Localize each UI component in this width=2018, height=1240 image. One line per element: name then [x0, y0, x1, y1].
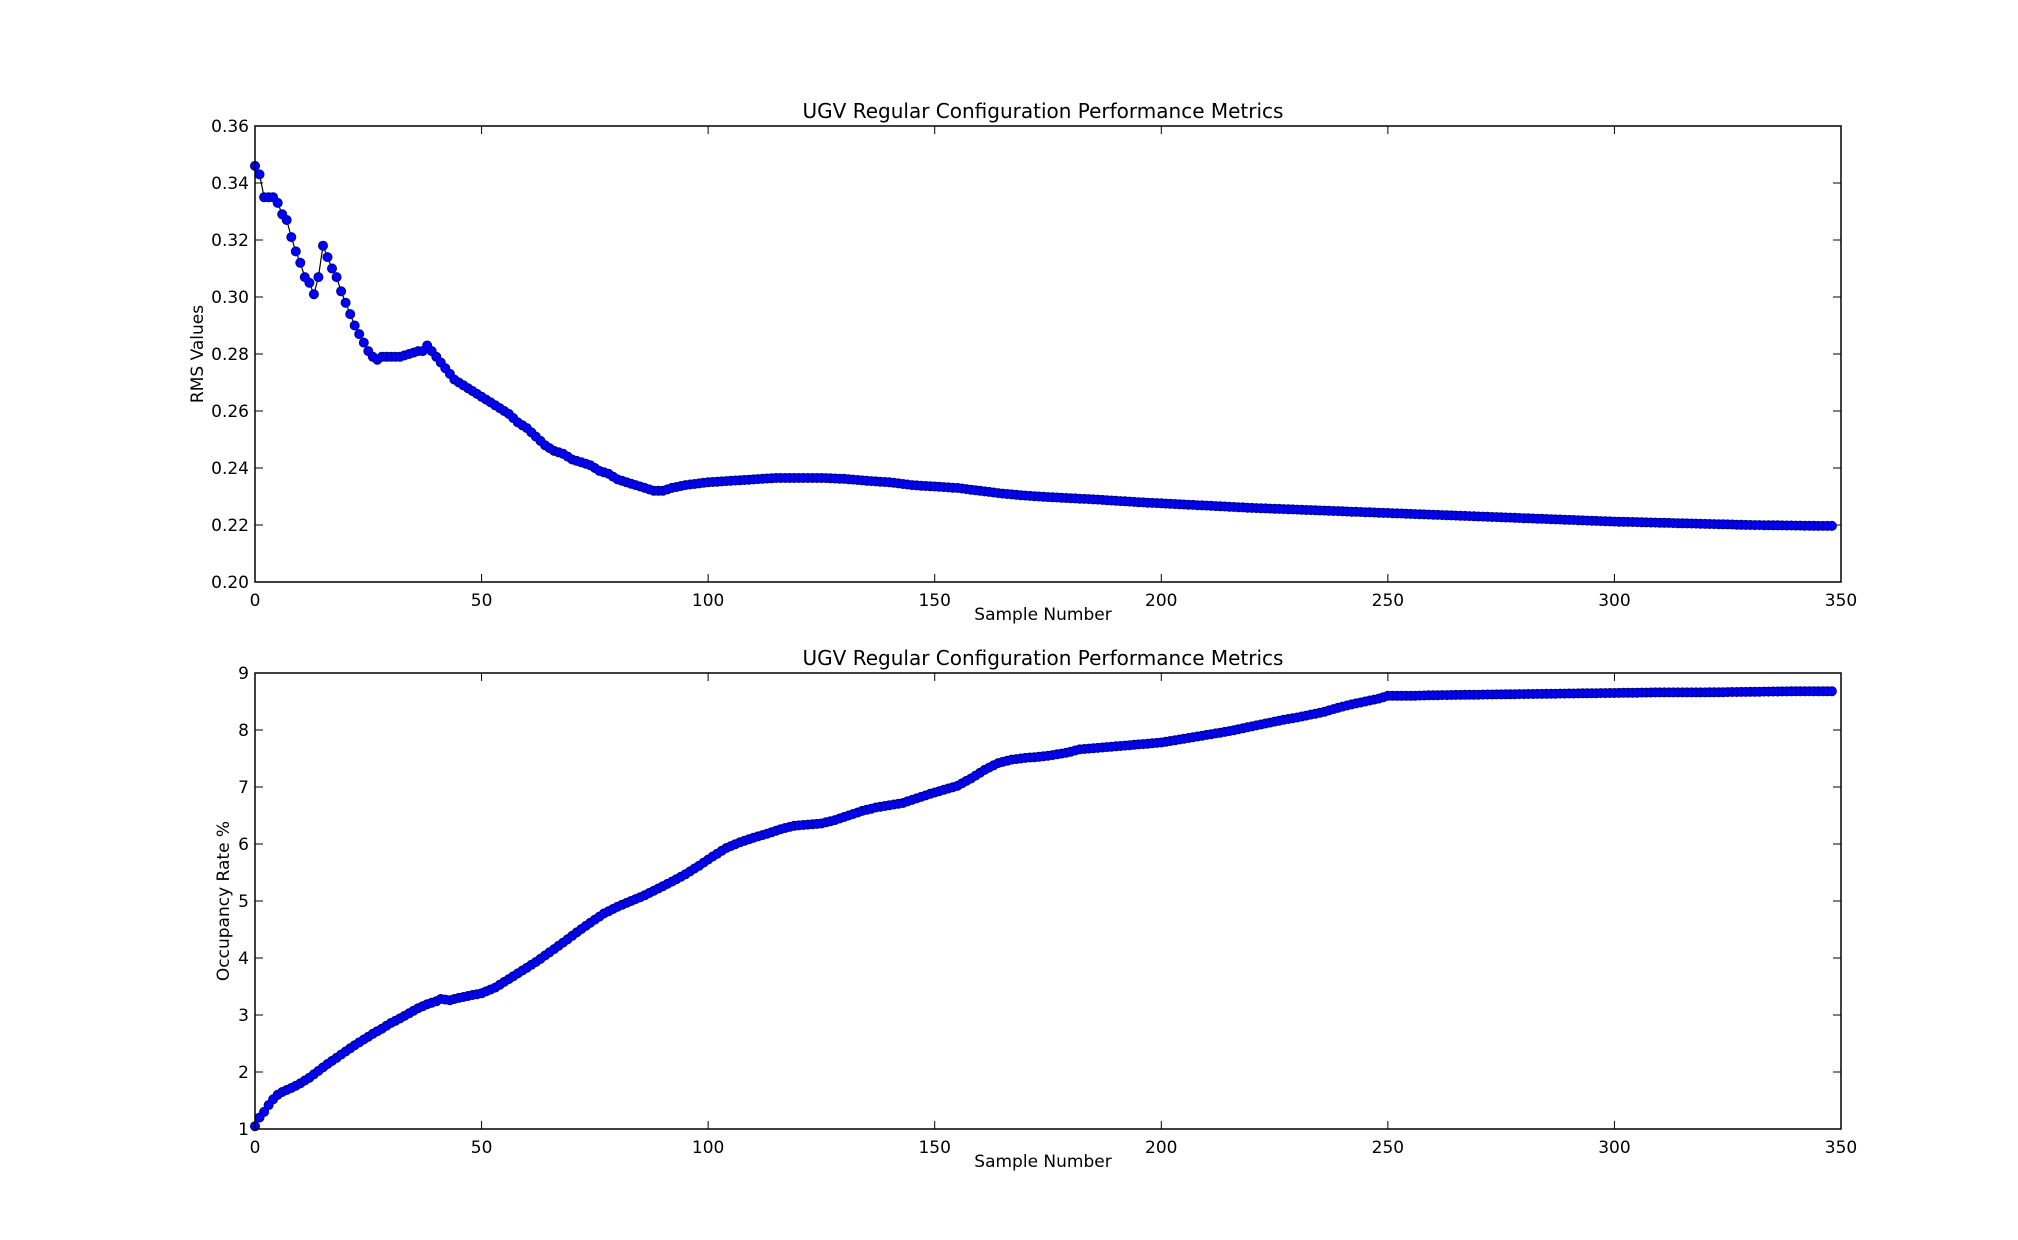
- plot-area: [250, 160, 1837, 531]
- y-tick-label: 8: [238, 721, 249, 741]
- y-tick-label: 5: [238, 892, 249, 912]
- y-tick-label: 4: [238, 949, 249, 969]
- x-tick-label: 350: [1825, 591, 1857, 611]
- data-point: [340, 297, 351, 308]
- x-tick-label: 0: [250, 1138, 261, 1158]
- y-tick-label: 7: [238, 778, 249, 798]
- data-point: [322, 252, 333, 263]
- chart-title: UGV Regular Configuration Performance Me…: [803, 99, 1284, 123]
- data-point: [327, 263, 337, 274]
- data-point: [304, 277, 315, 288]
- axes-frame: [254, 125, 1842, 583]
- y-axis-label: Occupancy Rate %: [214, 821, 234, 981]
- data-point: [286, 232, 297, 243]
- data-point: [290, 246, 301, 257]
- plot-area: [250, 686, 1837, 1132]
- y-tick-label: 1: [238, 1120, 249, 1140]
- y-tick-label: 0.22: [211, 516, 249, 536]
- y-axis-label: RMS Values: [188, 305, 208, 403]
- data-point: [1826, 520, 1837, 531]
- data-point: [358, 337, 369, 348]
- data-point: [1826, 686, 1837, 697]
- y-tick-label: 9: [238, 664, 249, 684]
- data-point: [313, 272, 324, 283]
- axes-frame: [254, 672, 1842, 1130]
- occupancy-chart: UGV Regular Configuration Performance Me…: [214, 646, 1857, 1172]
- x-tick-label: 100: [692, 1138, 724, 1158]
- data-point: [345, 309, 356, 320]
- data-point: [349, 320, 360, 331]
- x-tick-label: 0: [250, 591, 261, 611]
- x-tick-label: 200: [1145, 1138, 1177, 1158]
- y-tick-label: 0.34: [211, 174, 249, 194]
- x-tick-label: 250: [1372, 591, 1404, 611]
- x-tick-label: 350: [1825, 1138, 1857, 1158]
- x-tick-label: 150: [918, 1138, 950, 1158]
- x-tick-label: 250: [1372, 1138, 1404, 1158]
- data-point: [254, 169, 265, 180]
- x-tick-label: 50: [471, 591, 493, 611]
- y-tick-label: 0.36: [211, 117, 249, 137]
- y-tick-label: 2: [238, 1063, 249, 1083]
- y-tick-label: 0.28: [211, 345, 249, 365]
- x-tick-label: 300: [1598, 591, 1630, 611]
- data-point: [272, 197, 283, 208]
- x-tick-label: 50: [471, 1138, 493, 1158]
- data-point: [259, 1106, 270, 1117]
- data-point: [295, 257, 306, 268]
- x-tick-label: 300: [1598, 1138, 1630, 1158]
- y-tick-label: 0.32: [211, 231, 249, 251]
- x-tick-label: 150: [918, 591, 950, 611]
- data-point: [318, 240, 328, 251]
- y-tick-label: 0.26: [211, 402, 249, 422]
- x-tick-label: 100: [692, 591, 724, 611]
- data-point: [331, 272, 342, 283]
- y-tick-label: 0.20: [211, 573, 249, 593]
- x-tick-label: 200: [1145, 591, 1177, 611]
- y-tick-label: 0.30: [211, 288, 249, 308]
- data-point: [336, 286, 347, 297]
- chart-title: UGV Regular Configuration Performance Me…: [803, 646, 1284, 670]
- y-tick-label: 6: [238, 835, 249, 855]
- x-axis-label: Sample Number: [974, 605, 1111, 625]
- axis-ticks: 0 50 100 150 200 250 300 350 0.20 0.22 0.24 0.26 0.2…: [211, 117, 1857, 611]
- data-point: [308, 289, 319, 300]
- data-point: [354, 329, 365, 340]
- data-point: [281, 215, 292, 225]
- y-tick-label: 0.24: [211, 459, 249, 479]
- x-axis-label: Sample Number: [974, 1152, 1111, 1172]
- y-tick-label: 3: [238, 1006, 249, 1026]
- rms-chart: UGV Regular Configuration Performance Me…: [188, 99, 1857, 625]
